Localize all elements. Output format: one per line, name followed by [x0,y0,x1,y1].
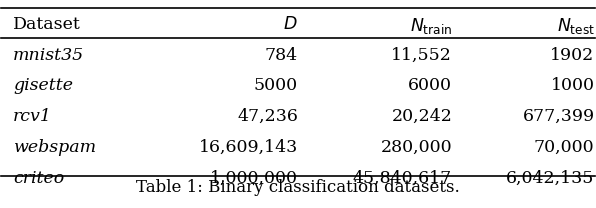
Text: $N_{\mathrm{test}}$: $N_{\mathrm{test}}$ [557,16,595,36]
Text: 20,242: 20,242 [392,108,452,125]
Text: 1000: 1000 [551,77,595,94]
Text: rcv1: rcv1 [13,108,52,125]
Text: 1902: 1902 [550,47,595,63]
Text: 6000: 6000 [408,77,452,94]
Text: Dataset: Dataset [13,16,81,33]
Text: 45,840,617: 45,840,617 [353,170,452,187]
Text: 16,609,143: 16,609,143 [198,139,298,156]
Text: 11,552: 11,552 [392,47,452,63]
Text: $N_{\mathrm{train}}$: $N_{\mathrm{train}}$ [410,16,452,36]
Text: 280,000: 280,000 [381,139,452,156]
Text: 784: 784 [265,47,298,63]
Text: gisette: gisette [13,77,73,94]
Text: 677,399: 677,399 [523,108,595,125]
Text: 1,000,000: 1,000,000 [210,170,298,187]
Text: 70,000: 70,000 [534,139,595,156]
Text: criteo: criteo [13,170,64,187]
Text: webspam: webspam [13,139,97,156]
Text: 5000: 5000 [254,77,298,94]
Text: Table 1: Binary classification datasets.: Table 1: Binary classification datasets. [136,179,460,196]
Text: 47,236: 47,236 [237,108,298,125]
Text: $D$: $D$ [284,16,298,33]
Text: mnist35: mnist35 [13,47,85,63]
Text: 6,042,135: 6,042,135 [506,170,595,187]
